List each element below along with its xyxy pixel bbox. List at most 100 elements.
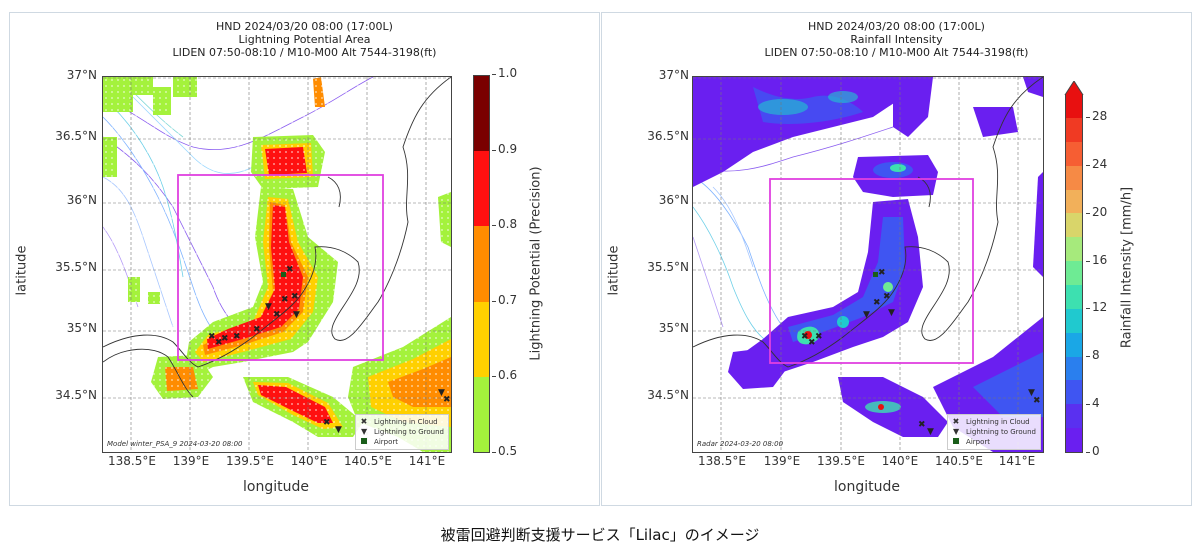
colorbar-tick: 4 xyxy=(1086,396,1100,410)
legend-label: Lightning in Cloud xyxy=(374,418,438,426)
svg-text:✖: ✖ xyxy=(801,332,809,342)
y-tick: 37°N xyxy=(658,68,689,82)
svg-text:✖: ✖ xyxy=(808,338,816,348)
lightning-to-ground-icon: ▼ xyxy=(952,427,960,436)
colorbar-tick: 8 xyxy=(1086,348,1100,362)
panel-title-line2: Lightning Potential Area xyxy=(238,33,371,46)
x-tick: 140.5°E xyxy=(344,454,392,468)
svg-text:✖: ✖ xyxy=(253,325,261,335)
rainfall-intensity-panel: HND 2024/03/20 08:00 (17:00L) Rainfall I… xyxy=(601,12,1192,506)
colorbar-tick: 0.8 xyxy=(491,217,518,231)
colorbar-tick: 0.7 xyxy=(491,293,518,307)
colorbar-extend-arrow xyxy=(1064,81,1084,95)
colorbar-tick: 1.0 xyxy=(491,66,518,80)
colorbar-tick: 28 xyxy=(1085,109,1108,123)
lightning-in-cloud-icon: ✖ xyxy=(952,417,960,426)
svg-text:✖: ✖ xyxy=(815,332,823,342)
panel-title-line1: HND 2024/03/20 08:00 (17:00L) xyxy=(808,20,985,33)
lightning-potential-colorbar xyxy=(473,75,490,453)
svg-text:✖: ✖ xyxy=(281,295,289,305)
y-tick: 36.5°N xyxy=(647,129,689,143)
legend-label: Airport xyxy=(966,438,990,446)
svg-text:▼: ▼ xyxy=(438,388,445,398)
svg-text:✖: ✖ xyxy=(323,418,331,428)
x-tick: 140°E xyxy=(881,454,919,468)
colorbar-tick: 0.9 xyxy=(491,142,518,156)
y-tick: 36.5°N xyxy=(55,129,97,143)
panel-title-line3: LIDEN 07:50-08:10 / M10-M00 Alt 7544-319… xyxy=(764,46,1029,59)
panel-title-line3: LIDEN 07:50-08:10 / M10-M00 Alt 7544-319… xyxy=(172,46,437,59)
rainfall-intensity-map[interactable]: ✖ ✖ ✖ ▼ ✖ ✖ ✖ ▼ ✖ ▼ ▼ ✖ Radar 2024-03-20 08:00 ✖… xyxy=(692,76,1044,453)
svg-text:✖: ✖ xyxy=(221,334,229,344)
x-tick: 138.5°E xyxy=(108,454,156,468)
svg-text:✖: ✖ xyxy=(286,265,294,275)
y-tick: 34.5°N xyxy=(55,388,97,402)
x-axis-label: longitude xyxy=(834,479,900,495)
airport-icon xyxy=(360,437,368,447)
x-tick: 140.5°E xyxy=(935,454,983,468)
figure-caption: 被雷回避判断支援サービス「Lilac」のイメージ xyxy=(440,526,760,544)
y-tick: 36°N xyxy=(66,193,97,207)
model-source-note: Model winter_PSA_9 2024-03-20 08:00 xyxy=(107,440,243,448)
legend-label: Airport xyxy=(374,438,398,446)
lightning-to-ground-icon: ▼ xyxy=(360,427,368,436)
y-tick: 37°N xyxy=(66,68,97,82)
panel-title-line1: HND 2024/03/20 08:00 (17:00L) xyxy=(216,20,393,33)
map-canvas: ✖✖✖ ▼✖✖ ✖▼✖ ▼▼✖ xyxy=(693,77,1043,452)
legend-label: Lightning to Ground xyxy=(966,428,1036,436)
map-legend: ✖ Lightning in Cloud ▼ Lightning to Ground… xyxy=(355,414,449,450)
svg-text:✖: ✖ xyxy=(291,292,299,302)
airport-icon xyxy=(952,437,960,447)
radar-source-note: Radar 2024-03-20 08:00 xyxy=(697,440,784,448)
x-tick: 139°E xyxy=(763,454,801,468)
map-legend: ✖ Lightning in Cloud ▼ Lightning to Ground… xyxy=(947,414,1041,450)
svg-text:✖: ✖ xyxy=(273,310,281,320)
x-tick: 139.5°E xyxy=(226,454,274,468)
x-tick: 141°E xyxy=(408,454,446,468)
colorbar-label: Lightning Potential (Precision) xyxy=(528,166,544,361)
y-tick: 36°N xyxy=(658,193,689,207)
x-axis-label: longitude xyxy=(243,479,309,495)
y-axis-label: latitude xyxy=(14,245,30,296)
svg-text:▼: ▼ xyxy=(293,310,300,320)
colorbar-tick: 0.5 xyxy=(491,444,518,458)
colorbar-tick: 16 xyxy=(1085,253,1108,267)
y-tick: 34.5°N xyxy=(647,388,689,402)
svg-text:✖: ✖ xyxy=(1033,396,1041,406)
svg-text:✖: ✖ xyxy=(873,298,881,308)
panel-title-line2: Rainfall Intensity xyxy=(850,33,943,46)
y-tick: 35°N xyxy=(66,321,97,335)
colorbar-tick: 0.6 xyxy=(491,368,518,382)
x-tick: 138.5°E xyxy=(698,454,746,468)
svg-text:▼: ▼ xyxy=(265,302,272,312)
colorbar-label: Rainfall Intensity [mm/h] xyxy=(1119,186,1135,349)
y-tick: 35.5°N xyxy=(55,260,97,274)
map-canvas: ✖✖✖ ✖✖✖ ✖ ✖✖ ▼▼✖ ▼▼✖ xyxy=(103,77,451,452)
svg-text:✖: ✖ xyxy=(918,420,926,430)
svg-text:✖: ✖ xyxy=(215,338,223,348)
y-tick: 35.5°N xyxy=(647,260,689,274)
svg-text:✖: ✖ xyxy=(878,268,886,278)
x-tick: 141°E xyxy=(998,454,1036,468)
legend-label: Lightning to Ground xyxy=(374,428,444,436)
svg-text:▼: ▼ xyxy=(335,425,342,435)
svg-text:▼: ▼ xyxy=(888,308,895,318)
lightning-potential-map[interactable]: ✖ ✖ ✖ ✖ ✖ ✖ ✖ ✖ ✖ ▼ ▼ ✖ ▼ ▼ ✖ Model winter_PSA_9 2… xyxy=(102,76,452,453)
x-tick: 140°E xyxy=(290,454,328,468)
x-tick: 139°E xyxy=(172,454,210,468)
svg-text:✖: ✖ xyxy=(883,292,891,302)
svg-text:✖: ✖ xyxy=(443,395,451,405)
colorbar-tick: 20 xyxy=(1085,205,1108,219)
svg-text:✖: ✖ xyxy=(208,332,216,342)
rainfall-colorbar xyxy=(1065,94,1083,453)
svg-text:▼: ▼ xyxy=(927,427,934,437)
legend-label: Lightning in Cloud xyxy=(966,418,1030,426)
svg-text:✖: ✖ xyxy=(233,332,241,342)
y-tick: 35°N xyxy=(658,321,689,335)
x-tick: 139.5°E xyxy=(817,454,865,468)
colorbar-tick: 12 xyxy=(1085,300,1108,314)
colorbar-tick: 24 xyxy=(1085,157,1108,171)
svg-text:▼: ▼ xyxy=(863,310,870,320)
y-axis-label: latitude xyxy=(606,245,622,296)
lightning-potential-panel: HND 2024/03/20 08:00 (17:00L) Lightning … xyxy=(9,12,600,506)
